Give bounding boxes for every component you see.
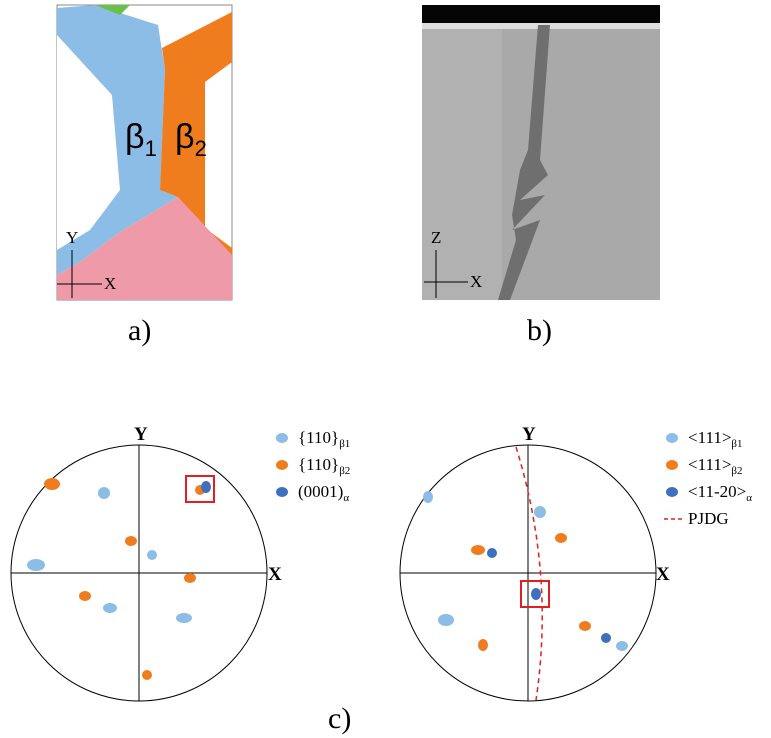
top-bar xyxy=(422,5,660,23)
legend-marker xyxy=(666,487,678,497)
legend-marker xyxy=(276,460,288,470)
panel-b: Z X b) xyxy=(422,5,660,347)
grain-sub: 1 xyxy=(145,136,157,161)
axis-label: Y xyxy=(522,424,536,445)
axis-label: Y xyxy=(66,228,78,247)
legend-label: PJDG xyxy=(688,509,729,528)
legend-sub: β1 xyxy=(339,438,350,450)
grain-alpha xyxy=(57,197,232,300)
legend-label: <11-20>α xyxy=(688,482,752,504)
pole-figure: Y X {110}β1{110}β2(0001)α xyxy=(10,424,350,702)
legend-text: {110} xyxy=(298,455,339,474)
axis-label: X xyxy=(104,274,116,293)
grain-symbol: β xyxy=(175,118,195,156)
legend-label: <111>β1 xyxy=(688,428,743,450)
legend-sub: β2 xyxy=(731,465,742,477)
legend-sub: α xyxy=(343,492,349,504)
caption: b) xyxy=(527,314,552,347)
legend-label: <111>β2 xyxy=(688,455,743,477)
shade xyxy=(422,5,502,300)
legend-marker xyxy=(666,433,678,443)
legend-label: (0001)α xyxy=(298,482,349,504)
legend-marker xyxy=(666,460,678,470)
axis-label: X xyxy=(656,564,670,585)
grain-sub: 2 xyxy=(195,136,207,161)
background xyxy=(57,35,120,250)
grain-beta2 xyxy=(160,12,232,262)
axis-label: Y xyxy=(134,424,148,445)
legend-marker xyxy=(276,487,288,497)
legend-text: PJDG xyxy=(688,509,729,528)
legend: {110}β1{110}β2(0001)α xyxy=(276,428,350,504)
highlight-box xyxy=(185,475,215,503)
pjdg-line xyxy=(515,446,543,701)
legend-text: <111> xyxy=(688,455,731,474)
grain-label: β2 xyxy=(175,118,207,161)
highlight-box xyxy=(520,580,550,608)
grain-green xyxy=(95,5,130,15)
axis-label: X xyxy=(268,564,282,585)
legend-text: <11-20> xyxy=(688,482,746,501)
panel-a: β1 β2 Y X a) xyxy=(56,4,233,347)
grain-label: β1 xyxy=(125,118,157,161)
streak xyxy=(498,25,550,300)
caption: c) xyxy=(328,702,351,735)
legend-marker xyxy=(276,433,288,443)
grain-symbol: β xyxy=(125,118,145,156)
legend-label: {110}β2 xyxy=(298,455,350,477)
legend-sub: β2 xyxy=(339,465,350,477)
pole-points xyxy=(423,491,628,651)
legend-text: {110} xyxy=(298,428,339,447)
legend-label: {110}β1 xyxy=(298,428,350,450)
legend-text: (0001) xyxy=(298,482,343,501)
caption: a) xyxy=(128,314,151,347)
legend-sub: β1 xyxy=(731,438,742,450)
pole-points xyxy=(27,478,211,680)
legend-sub: α xyxy=(746,492,752,504)
axis-label: Z xyxy=(431,228,441,247)
axis-label: X xyxy=(470,272,482,291)
legend-text: <111> xyxy=(688,428,731,447)
